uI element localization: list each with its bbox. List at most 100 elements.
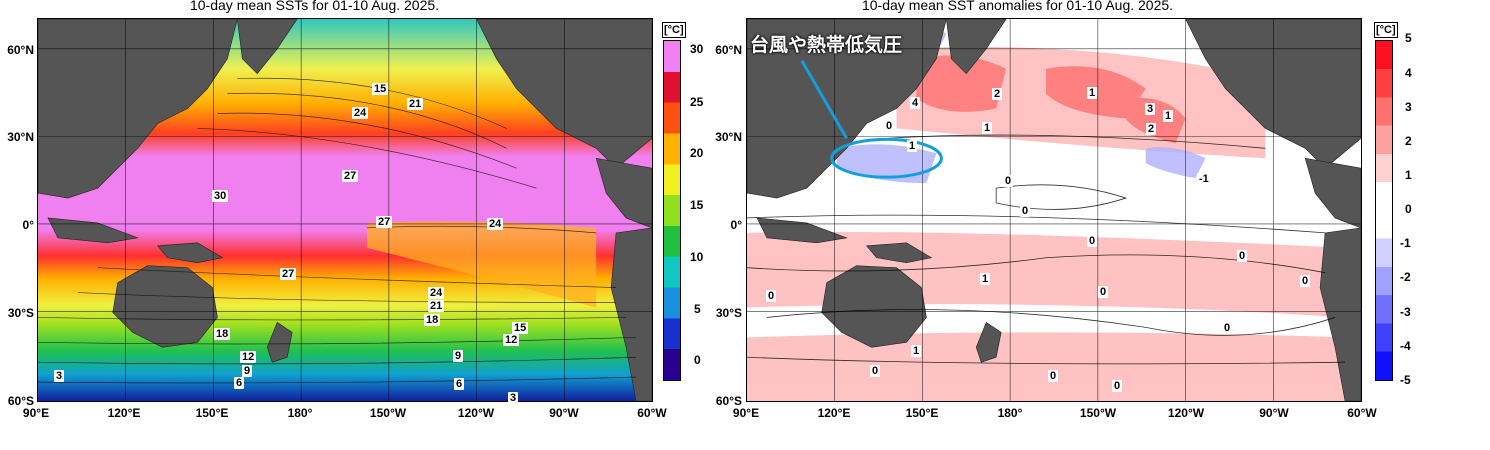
left-colorbar-tick: 30	[690, 42, 704, 56]
right-colorbar-tick: -3	[1400, 305, 1411, 319]
left-contour-label: 12	[503, 334, 520, 346]
right-lon-180: 180°	[997, 406, 1023, 420]
left-lat-60n: 60°N	[7, 43, 34, 57]
left-contour-label: 21	[428, 300, 445, 312]
annotation-text: 台風や熱帯低気圧	[750, 35, 903, 56]
right-lat-30n: 30°N	[715, 130, 742, 144]
right-contour-label: 0	[1237, 250, 1248, 262]
right-colorbar	[1375, 40, 1393, 381]
new-zealand-land	[266, 321, 293, 363]
right-colorbar-tick: -4	[1400, 339, 1411, 353]
left-colorbar-unit: [°C]	[662, 22, 686, 38]
right-lon-60w: 60°W	[1347, 406, 1377, 420]
left-lon-150w: 150°W	[369, 406, 407, 420]
left-map	[37, 18, 653, 402]
right-colorbar-tick: -5	[1400, 373, 1411, 387]
left-lat-30s: 30°S	[7, 306, 34, 320]
right-contour-label: 0	[1048, 370, 1059, 382]
right-contour-label: 0	[1112, 380, 1123, 392]
left-contour-label: 3	[508, 392, 519, 404]
left-lon-90e: 90°E	[22, 406, 50, 420]
left-lat-60s: 60°S	[7, 394, 34, 408]
right-contour-label: 2	[992, 88, 1003, 100]
kamchatka-land	[237, 19, 298, 75]
left-lon-150e: 150°E	[195, 406, 229, 420]
right-colorbar-tick: 4	[1405, 66, 1412, 80]
right-contour-label: 4	[910, 97, 921, 109]
cold-tongue	[366, 221, 597, 308]
left-contour-label: 27	[280, 268, 297, 280]
left-contour-label: 24	[352, 107, 369, 119]
asia-land	[38, 19, 238, 199]
right-lat-0: 0°	[730, 218, 742, 232]
left-colorbar-tick: 15	[690, 198, 704, 212]
right-lon-150e: 150°E	[905, 406, 939, 420]
right-lon-120w: 120°W	[1167, 406, 1205, 420]
right-map-title: 10-day mean SST anomalies for 01-10 Aug.…	[862, 0, 1174, 13]
right-colorbar-unit: [°C]	[1374, 22, 1398, 38]
left-colorbar-tick: 20	[690, 146, 704, 160]
right-map	[746, 18, 1362, 402]
australia-land	[112, 265, 218, 348]
annotation-ellipse	[830, 137, 943, 179]
right-lon-90w: 90°W	[1259, 406, 1289, 420]
right-contour-label: 0	[1003, 175, 1014, 187]
right-colorbar-tick: -1	[1400, 236, 1411, 250]
left-contour-label: 15	[512, 322, 529, 334]
right-contour-label: 0	[1087, 235, 1098, 247]
left-contour-label: 3	[54, 370, 65, 382]
right-contour-label: 2	[1146, 123, 1157, 135]
right-contour-label: 1	[911, 345, 922, 357]
new-guinea-land	[157, 242, 224, 264]
right-contour-label: 1	[907, 140, 918, 152]
right-colorbar-tick: 5	[1405, 31, 1412, 45]
left-contour-label: 24	[487, 218, 504, 230]
right-colorbar-tick: 3	[1405, 100, 1412, 114]
left-lon-60w: 60°W	[637, 406, 667, 420]
right-contour-label: 0	[766, 290, 777, 302]
right-lat-30s: 30°S	[715, 306, 742, 320]
left-colorbar-tick: 5	[694, 302, 701, 316]
left-contour-label: 24	[428, 287, 445, 299]
left-contour-label: 18	[424, 314, 441, 326]
right-contour-label: 0	[1020, 205, 1031, 217]
left-contour-label: 9	[453, 350, 464, 362]
left-contour-label: 27	[342, 170, 359, 182]
left-contour-label: 30	[212, 190, 229, 202]
left-lon-90w: 90°W	[549, 406, 579, 420]
left-colorbar	[663, 40, 681, 381]
right-lon-90e: 90°E	[732, 406, 760, 420]
right-contour-label: 0	[1300, 275, 1311, 287]
left-lon-180: 180°	[287, 406, 313, 420]
right-contour-label: 0	[870, 365, 881, 377]
left-lat-30n: 30°N	[7, 130, 34, 144]
left-colorbar-tick: 0	[694, 353, 701, 367]
right-lat-60n: 60°N	[715, 43, 742, 57]
left-contour-label: 9	[242, 365, 253, 377]
left-contour-label: 12	[240, 351, 257, 363]
right-contour-label: 0	[884, 120, 895, 132]
annotation-arrow	[800, 60, 848, 140]
left-colorbar-tick: 25	[690, 95, 704, 109]
left-colorbar-tick: 10	[690, 250, 704, 264]
left-contour-label: 18	[214, 328, 231, 340]
left-lon-120e: 120°E	[107, 406, 141, 420]
left-contour-label: 27	[376, 216, 393, 228]
right-contour-label: 0	[1098, 286, 1109, 298]
left-lat-0: 0°	[22, 218, 34, 232]
right-lon-150w: 150°W	[1079, 406, 1117, 420]
right-colorbar-tick: 1	[1405, 168, 1412, 182]
right-contour-label: 1	[1163, 110, 1174, 122]
right-colorbar-tick: 2	[1405, 134, 1412, 148]
right-contour-label: 3	[1145, 103, 1156, 115]
right-contour-label: -1	[1197, 173, 1211, 185]
left-contour-label: 15	[372, 83, 389, 95]
left-contour-label: 6	[234, 377, 245, 389]
left-contour-label: 21	[407, 98, 424, 110]
right-contour-label: 1	[982, 122, 993, 134]
right-contour-label: 1	[980, 273, 991, 285]
left-map-title: 10-day mean SSTs for 01-10 Aug. 2025.	[190, 0, 440, 13]
right-lat-60s: 60°S	[715, 394, 742, 408]
left-contour-label: 6	[454, 378, 465, 390]
right-contour-label: 1	[1087, 87, 1098, 99]
